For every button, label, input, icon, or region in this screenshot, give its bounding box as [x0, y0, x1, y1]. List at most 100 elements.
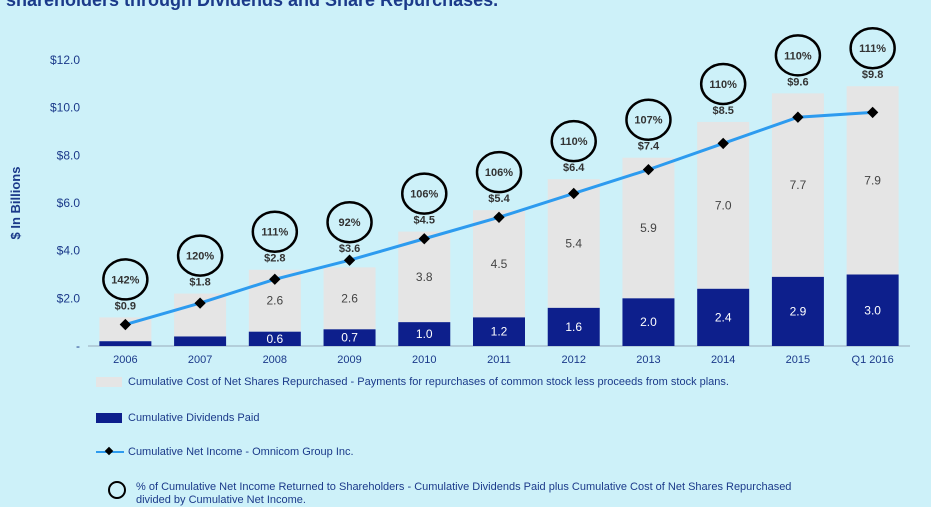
- percent-circle: [176, 234, 224, 277]
- x-tick-label: 2012: [561, 354, 585, 366]
- value-label-net-income: $6.4: [563, 162, 585, 174]
- x-tick-label: 2010: [412, 354, 436, 366]
- legend-income: Cumulative Net Income - Omnicom Group In…: [96, 446, 354, 458]
- percent-circle: [251, 210, 299, 253]
- bar-repurchase: [473, 210, 525, 318]
- legend-label-percent-line1: % of Cumulative Net Income Returned to S…: [136, 481, 792, 493]
- x-tick-label: Q1 2016: [852, 354, 894, 366]
- bar-dividends: [697, 288, 750, 346]
- percent-circle: [550, 119, 597, 163]
- marker-net-income: [717, 137, 729, 150]
- value-label-net-income: $5.4: [488, 193, 510, 205]
- x-tick-label: 2014: [711, 354, 735, 366]
- bar-dividends: [622, 298, 675, 346]
- percent-circle: [475, 150, 523, 194]
- x-tick-label: 2008: [263, 354, 287, 366]
- percent-label: 142%: [111, 274, 139, 286]
- bar-dividends: [473, 317, 525, 346]
- legend-dividends: Cumulative Dividends Paid: [96, 412, 259, 424]
- legend-label-repurchase: Cumulative Cost of Net Shares Repurchase…: [128, 376, 729, 388]
- bar-repurchase: [622, 157, 675, 299]
- bar-label-dividends: 2.9: [790, 304, 807, 318]
- value-label-net-income: $3.6: [339, 243, 360, 255]
- value-label-net-income: $1.8: [189, 277, 210, 289]
- bar-label-repurchase: 2.6: [341, 291, 358, 305]
- y-axis-label: $ In Billions: [8, 167, 23, 240]
- percent-circle: [102, 258, 149, 301]
- marker-net-income: [194, 297, 206, 309]
- y-tick-label: $6.0: [57, 196, 81, 210]
- bar-dividends: [323, 329, 376, 346]
- bar-label-repurchase: 3.8: [416, 270, 433, 284]
- y-tick-label: $8.0: [57, 148, 81, 162]
- x-tick-label: 2007: [188, 354, 212, 366]
- bar-label-dividends: 2.0: [640, 315, 657, 329]
- marker-net-income: [343, 254, 356, 266]
- bar-label-repurchase: 7.7: [790, 178, 807, 192]
- percent-circle: [625, 98, 672, 141]
- bar-label-dividends: 1.2: [491, 325, 508, 339]
- y-tick-label: -: [76, 339, 80, 353]
- value-label-net-income: $7.4: [638, 141, 660, 153]
- bar-label-repurchase: 7.9: [864, 173, 881, 187]
- marker-net-income: [568, 187, 580, 200]
- bar-label-repurchase: 5.4: [565, 237, 582, 251]
- percent-label: 92%: [339, 217, 361, 229]
- percent-label: 110%: [560, 136, 588, 148]
- legend-label-percent-line2: divided by Cumulative Net Income.: [136, 494, 306, 506]
- y-tick-label: $10.0: [50, 101, 80, 115]
- percent-circle: [326, 200, 373, 244]
- value-label-net-income: $8.5: [712, 105, 733, 117]
- bar-repurchase: [547, 179, 600, 308]
- bar-dividends: [248, 331, 301, 346]
- bar-label-dividends: 0.7: [341, 331, 358, 345]
- x-tick-label: 2006: [113, 354, 137, 366]
- percent-circle: [849, 26, 896, 70]
- x-tick-label: 2015: [786, 354, 810, 366]
- x-tick-label: 2013: [636, 354, 660, 366]
- legend-label-income: Cumulative Net Income - Omnicom Group In…: [128, 446, 354, 458]
- percent-label: 106%: [485, 167, 513, 179]
- percent-circle: [401, 172, 448, 215]
- percent-label: 110%: [709, 79, 737, 91]
- marker-net-income: [493, 211, 505, 223]
- bar-dividends: [547, 307, 600, 346]
- x-tick-label: 2011: [487, 354, 511, 366]
- legend-percent: % of Cumulative Net Income Returned to S…: [104, 481, 791, 507]
- bar-label-repurchase: 5.9: [640, 221, 657, 235]
- value-label-net-income: $4.5: [414, 215, 435, 227]
- percent-circle: [774, 34, 822, 77]
- legend-swatch-percent: [108, 481, 126, 499]
- bar-dividends: [398, 322, 451, 346]
- percent-label: 107%: [634, 115, 662, 127]
- bar-dividends: [99, 341, 152, 346]
- percent-label: 120%: [186, 251, 214, 263]
- bar-chart: $ In Billions - $2.0 $4.0 $6.0 $8.0 $10.0 $12.0…: [8, 26, 910, 366]
- y-tick-label: $4.0: [57, 244, 81, 258]
- marker-net-income: [642, 163, 655, 176]
- marker-net-income: [269, 273, 281, 285]
- marker-net-income: [418, 233, 430, 245]
- bar-label-repurchase: 2.6: [266, 294, 283, 308]
- bar-label-dividends: 1.6: [565, 320, 582, 334]
- bar-label-dividends: 1.0: [416, 327, 433, 341]
- legend-label-dividends: Cumulative Dividends Paid: [128, 412, 260, 424]
- legend-swatch-income: [96, 447, 124, 457]
- x-tick-label: 2009: [337, 354, 361, 366]
- bar-label-repurchase: 7.0: [715, 198, 732, 212]
- percent-label: 111%: [859, 43, 886, 55]
- percent-label: 111%: [261, 227, 288, 239]
- percent-circle: [699, 62, 747, 106]
- bar-dividends: [846, 274, 899, 346]
- bar-repurchase: [398, 231, 451, 323]
- bar-repurchase: [323, 267, 376, 330]
- bar-label-repurchase: 4.5: [491, 257, 508, 271]
- legend-swatch-dividends: [96, 413, 122, 423]
- value-label-net-income: $9.6: [787, 76, 808, 88]
- value-label-net-income: $0.9: [115, 300, 136, 312]
- y-tick-label: $12.0: [50, 53, 80, 67]
- percent-label: 110%: [784, 50, 812, 62]
- bar-dividends: [771, 276, 824, 346]
- page-title: shareholders through Dividends and Share…: [6, 0, 499, 10]
- value-label-net-income: $2.8: [264, 253, 285, 265]
